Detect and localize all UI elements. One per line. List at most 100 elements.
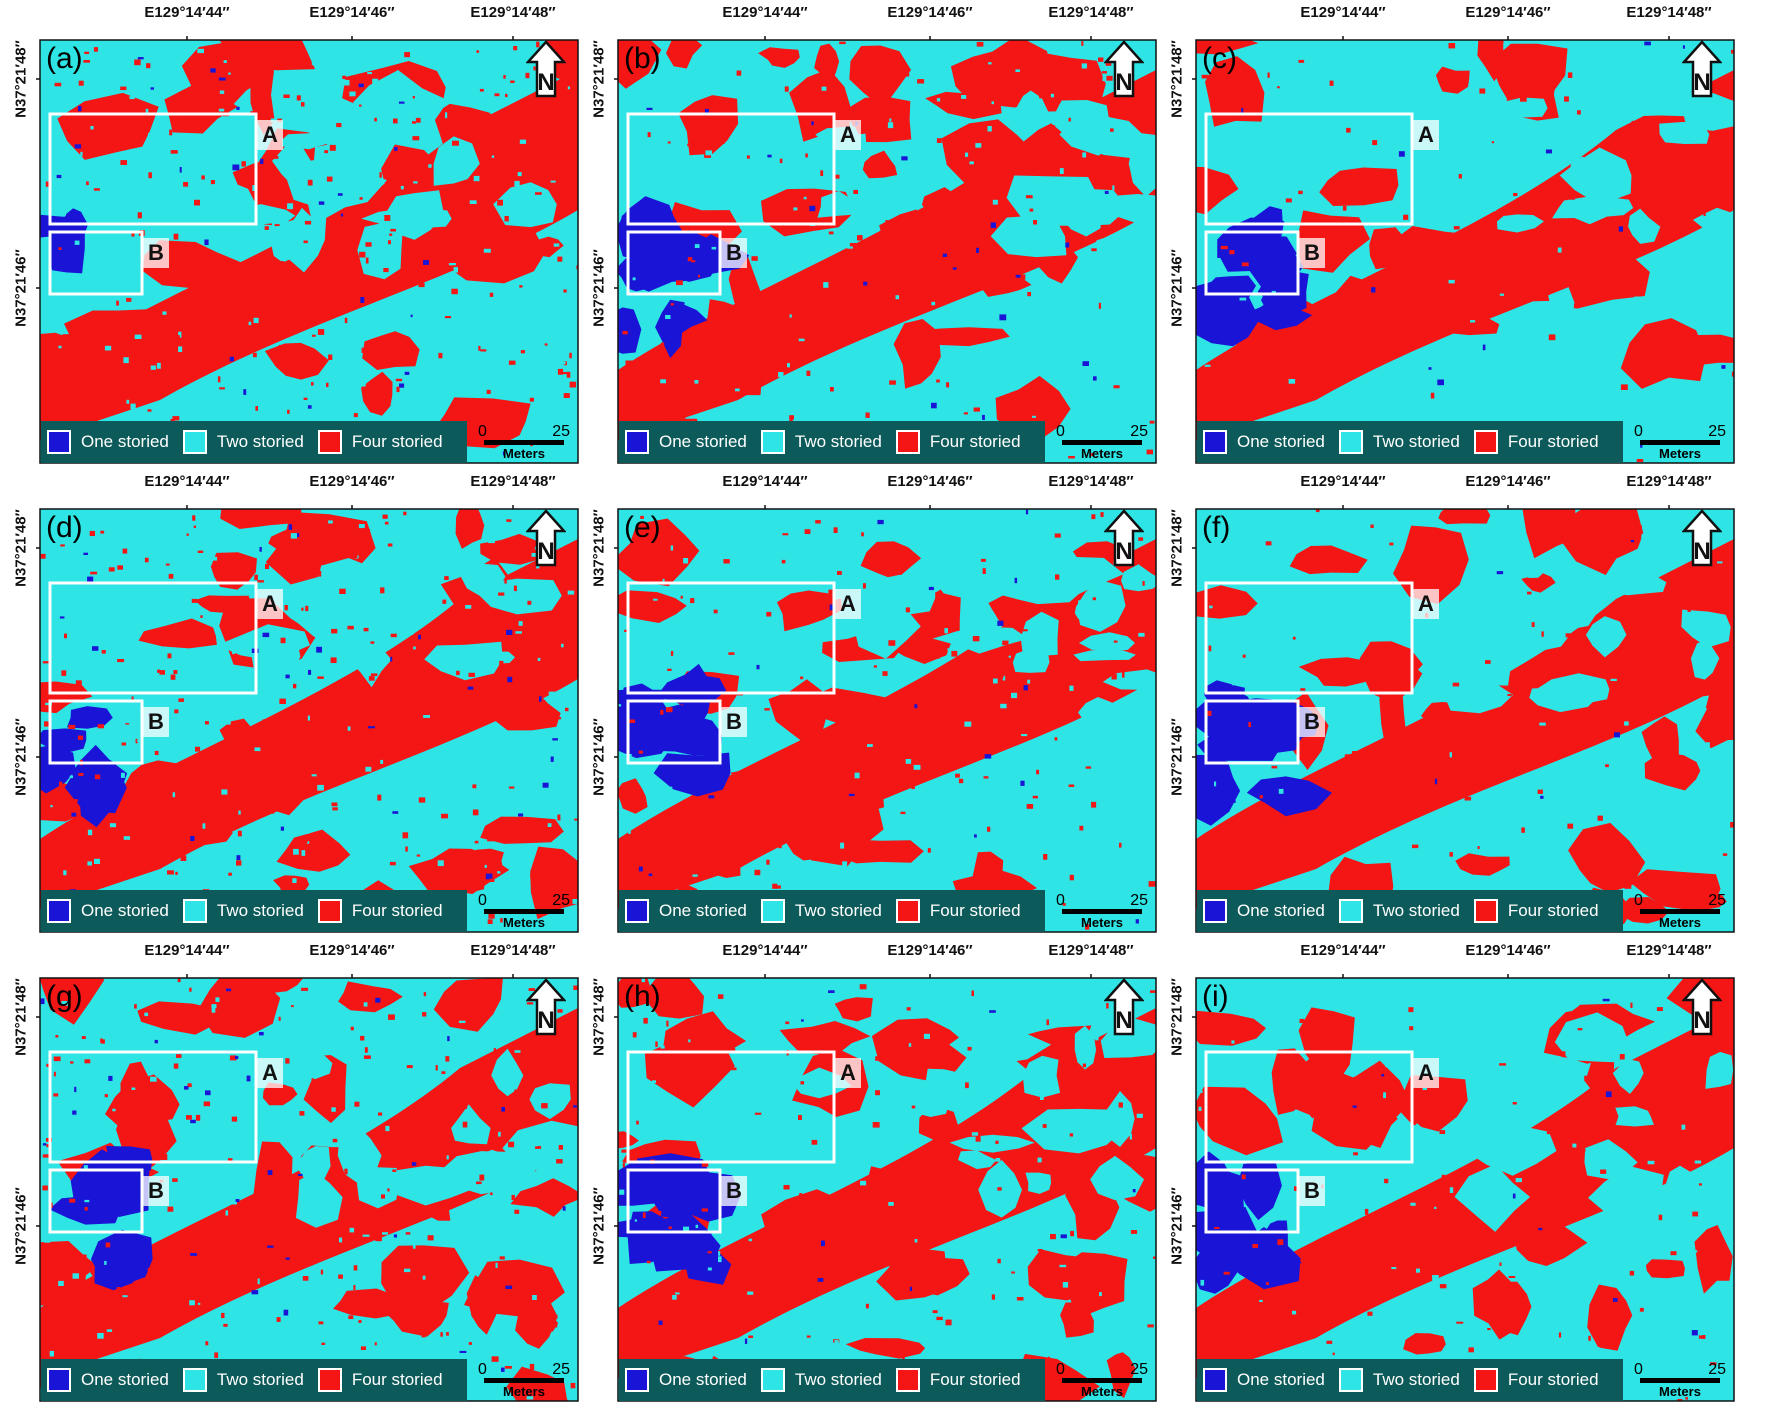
legend-item: Four storied [317, 899, 443, 923]
classification-pixel [383, 1010, 388, 1015]
classification-map [36, 36, 579, 464]
two-storied-area [1018, 556, 1124, 599]
two-storied-area [529, 1083, 571, 1120]
classification-pixel [172, 1178, 178, 1182]
classification-pixel [676, 280, 683, 286]
classification-pixel [1646, 1224, 1653, 1230]
classification-pixel [368, 676, 375, 681]
classification-pixel [474, 903, 479, 907]
classification-pixel [1047, 1146, 1054, 1150]
classification-pixel [260, 75, 264, 79]
classification-pixel [448, 263, 456, 266]
inspection-box-a [1204, 1050, 1414, 1164]
classification-pixel [839, 41, 846, 45]
classification-pixel [927, 848, 931, 853]
classification-pixel [321, 1342, 326, 1345]
classification-pixel [515, 117, 522, 124]
legend-item: One storied [1203, 430, 1325, 454]
classification-pixel [1061, 1050, 1064, 1054]
classification-pixel [489, 292, 494, 297]
classification-pixel [683, 558, 689, 564]
classification-pixel [546, 1043, 549, 1048]
classification-pixel [491, 1356, 499, 1362]
classification-pixel [58, 345, 62, 349]
classification-pixel [668, 1226, 672, 1229]
classification-pixel [619, 1189, 625, 1195]
scale-bar-line [484, 440, 564, 445]
classification-pixel [1106, 1003, 1109, 1009]
classification-pixel [444, 576, 449, 580]
classification-pixel [504, 216, 509, 222]
classification-pixel [186, 533, 189, 536]
one-storied-area [618, 683, 668, 740]
classification-pixel [1434, 778, 1438, 785]
classification-pixel [269, 808, 275, 814]
classification-pixel [1150, 1070, 1156, 1076]
classification-pixel [363, 627, 369, 632]
four-storied-area [845, 1338, 926, 1359]
classification-pixel [146, 63, 151, 69]
classification-pixel [56, 174, 62, 179]
legend-swatch [1203, 1368, 1227, 1392]
classification-pixel [331, 628, 338, 634]
north-arrow-icon: N [1682, 40, 1722, 98]
classification-pixel [1706, 1283, 1710, 1288]
classification-pixel [328, 633, 331, 639]
classification-pixel [291, 1005, 294, 1008]
classification-pixel [172, 416, 180, 421]
classification-pixel [1607, 547, 1613, 553]
classification-pixel [640, 515, 644, 519]
classification-pixel [268, 1096, 273, 1099]
classification-pixel [783, 548, 790, 553]
classification-pixel [1319, 59, 1324, 63]
two-storied-area [905, 1091, 950, 1117]
four-storied-area [1289, 545, 1368, 575]
classification-pixel [779, 1083, 786, 1088]
classification-pixel [789, 314, 792, 318]
classification-pixel [1025, 509, 1029, 515]
classification-pixel [350, 1188, 355, 1193]
classification-pixel [446, 1332, 449, 1336]
classification-pixel [887, 122, 894, 129]
classification-pixel [331, 1107, 336, 1112]
classification-pixel [195, 622, 200, 629]
inspection-box-a-label: A [1413, 1058, 1439, 1088]
classification-pixel [201, 175, 205, 180]
classification-pixel [1499, 1063, 1507, 1066]
legend-swatch [625, 899, 649, 923]
classification-pixel [1546, 1246, 1554, 1251]
classification-pixel [390, 228, 396, 232]
classification-pixel [370, 650, 378, 655]
classification-pixel [406, 1119, 410, 1124]
classification-pixel [285, 674, 290, 679]
classification-pixel [735, 777, 742, 784]
classification-pixel [916, 402, 922, 407]
classification-pixel [708, 795, 715, 799]
classification-pixel [246, 1075, 251, 1082]
longitude-tick-label: E129°14′46″ [887, 942, 973, 959]
classification-pixel [746, 840, 753, 847]
classification-pixel [1572, 1143, 1577, 1148]
classification-pixel [248, 321, 252, 326]
classification-pixel [717, 994, 724, 999]
classification-pixel [111, 1338, 117, 1343]
classification-pixel [1485, 1116, 1489, 1120]
classification-pixel [225, 369, 229, 375]
classification-pixel [253, 1326, 258, 1331]
classification-pixel [141, 785, 146, 790]
classification-pixel [1670, 1147, 1676, 1154]
classification-pixel [252, 352, 257, 358]
classification-pixel [1545, 149, 1552, 154]
classification-pixel [506, 519, 512, 522]
classification-pixel [1630, 540, 1635, 543]
classification-pixel [179, 167, 182, 173]
classification-pixel [461, 1106, 468, 1109]
classification-pixel [1582, 1149, 1586, 1152]
classification-pixel [413, 681, 418, 688]
longitude-tick-label: E129°14′44″ [722, 4, 808, 21]
map-panel: E129°14′44″ E129°14′46″ E129°14′48″ N37°21′… [578, 469, 1158, 934]
classification-pixel [1530, 384, 1537, 388]
classification-pixel [1717, 561, 1723, 564]
classification-pixel [1097, 824, 1100, 831]
classification-pixel [1430, 392, 1435, 399]
